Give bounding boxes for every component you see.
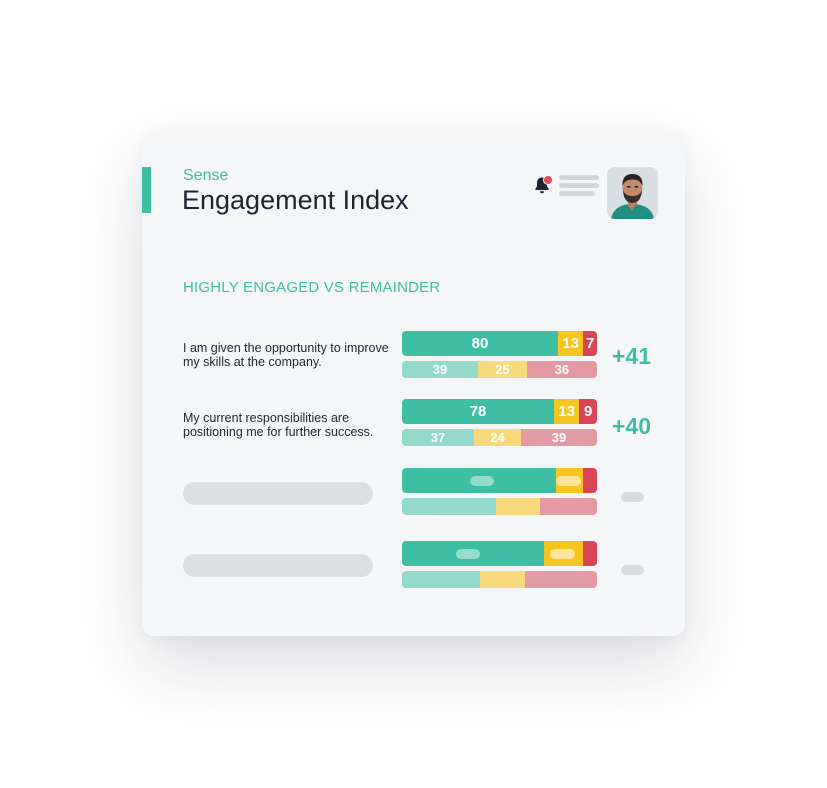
- negative-segment: [540, 498, 597, 515]
- negative-segment: [583, 468, 597, 493]
- positive-segment: [402, 468, 557, 493]
- placeholder-pill: [550, 549, 575, 559]
- placeholder-bottom-bar: [402, 571, 597, 588]
- neutral-segment: 13: [554, 399, 580, 424]
- question-text: I am given the opportunity to improve my…: [183, 341, 389, 369]
- avatar-portrait: [607, 167, 658, 219]
- negative-segment: 36: [526, 361, 597, 378]
- positive-segment: [402, 541, 545, 566]
- positive-segment: 37: [402, 429, 475, 446]
- placeholder-bottom-bar: [402, 498, 597, 515]
- brand-label: Sense: [183, 167, 229, 184]
- question-bars: 78 13 9 37 24 39: [402, 399, 597, 446]
- neutral-segment: [495, 498, 541, 515]
- section-title: HIGHLY ENGAGED VS REMAINDER: [183, 279, 441, 296]
- notification-badge: [543, 175, 553, 185]
- negative-segment: 7: [583, 331, 597, 356]
- accent-bar: [142, 167, 151, 213]
- placeholder-top-bar: [402, 468, 597, 493]
- positive-segment: [402, 498, 496, 515]
- neutral-segment: 25: [478, 361, 527, 378]
- remainder-bar: 39 25 36: [402, 361, 597, 378]
- question-text: My current responsibilities are position…: [183, 411, 374, 439]
- negative-segment: 39: [520, 429, 597, 446]
- placeholder-delta: [621, 492, 644, 502]
- placeholder-pill: [556, 476, 581, 486]
- positive-segment: 39: [402, 361, 479, 378]
- neutral-segment: 13: [558, 331, 584, 356]
- placeholder-line: [559, 175, 599, 180]
- avatar[interactable]: [607, 167, 658, 219]
- placeholder-pill: [456, 549, 480, 559]
- placeholder-delta: [621, 565, 644, 575]
- highly-engaged-bar: 78 13 9: [402, 399, 597, 424]
- placeholder-question: [183, 482, 373, 505]
- positive-segment: 80: [402, 331, 558, 356]
- engagement-delta: +41: [612, 343, 652, 369]
- user-menu-placeholder: [559, 175, 599, 199]
- highly-engaged-bar: 80 13 7: [402, 331, 597, 356]
- negative-segment: 9: [579, 399, 597, 424]
- page-title: Engagement Index: [182, 185, 409, 215]
- placeholder-line: [559, 191, 595, 196]
- positive-segment: [402, 571, 480, 588]
- placeholder-bars: [402, 468, 597, 515]
- question-bars: 80 13 7 39 25 36: [402, 331, 597, 378]
- placeholder-line: [559, 183, 599, 188]
- engagement-delta: +40: [612, 413, 652, 439]
- neutral-segment: 24: [474, 429, 521, 446]
- engagement-card: Sense Engagement Index HIGHLY ENGAGED VS…: [142, 131, 685, 636]
- neutral-segment: [480, 571, 525, 588]
- placeholder-question: [183, 554, 373, 577]
- placeholder-pill: [470, 476, 494, 486]
- positive-segment: 78: [402, 399, 555, 424]
- negative-segment: [583, 541, 597, 566]
- remainder-bar: 37 24 39: [402, 429, 597, 446]
- negative-segment: [524, 571, 597, 588]
